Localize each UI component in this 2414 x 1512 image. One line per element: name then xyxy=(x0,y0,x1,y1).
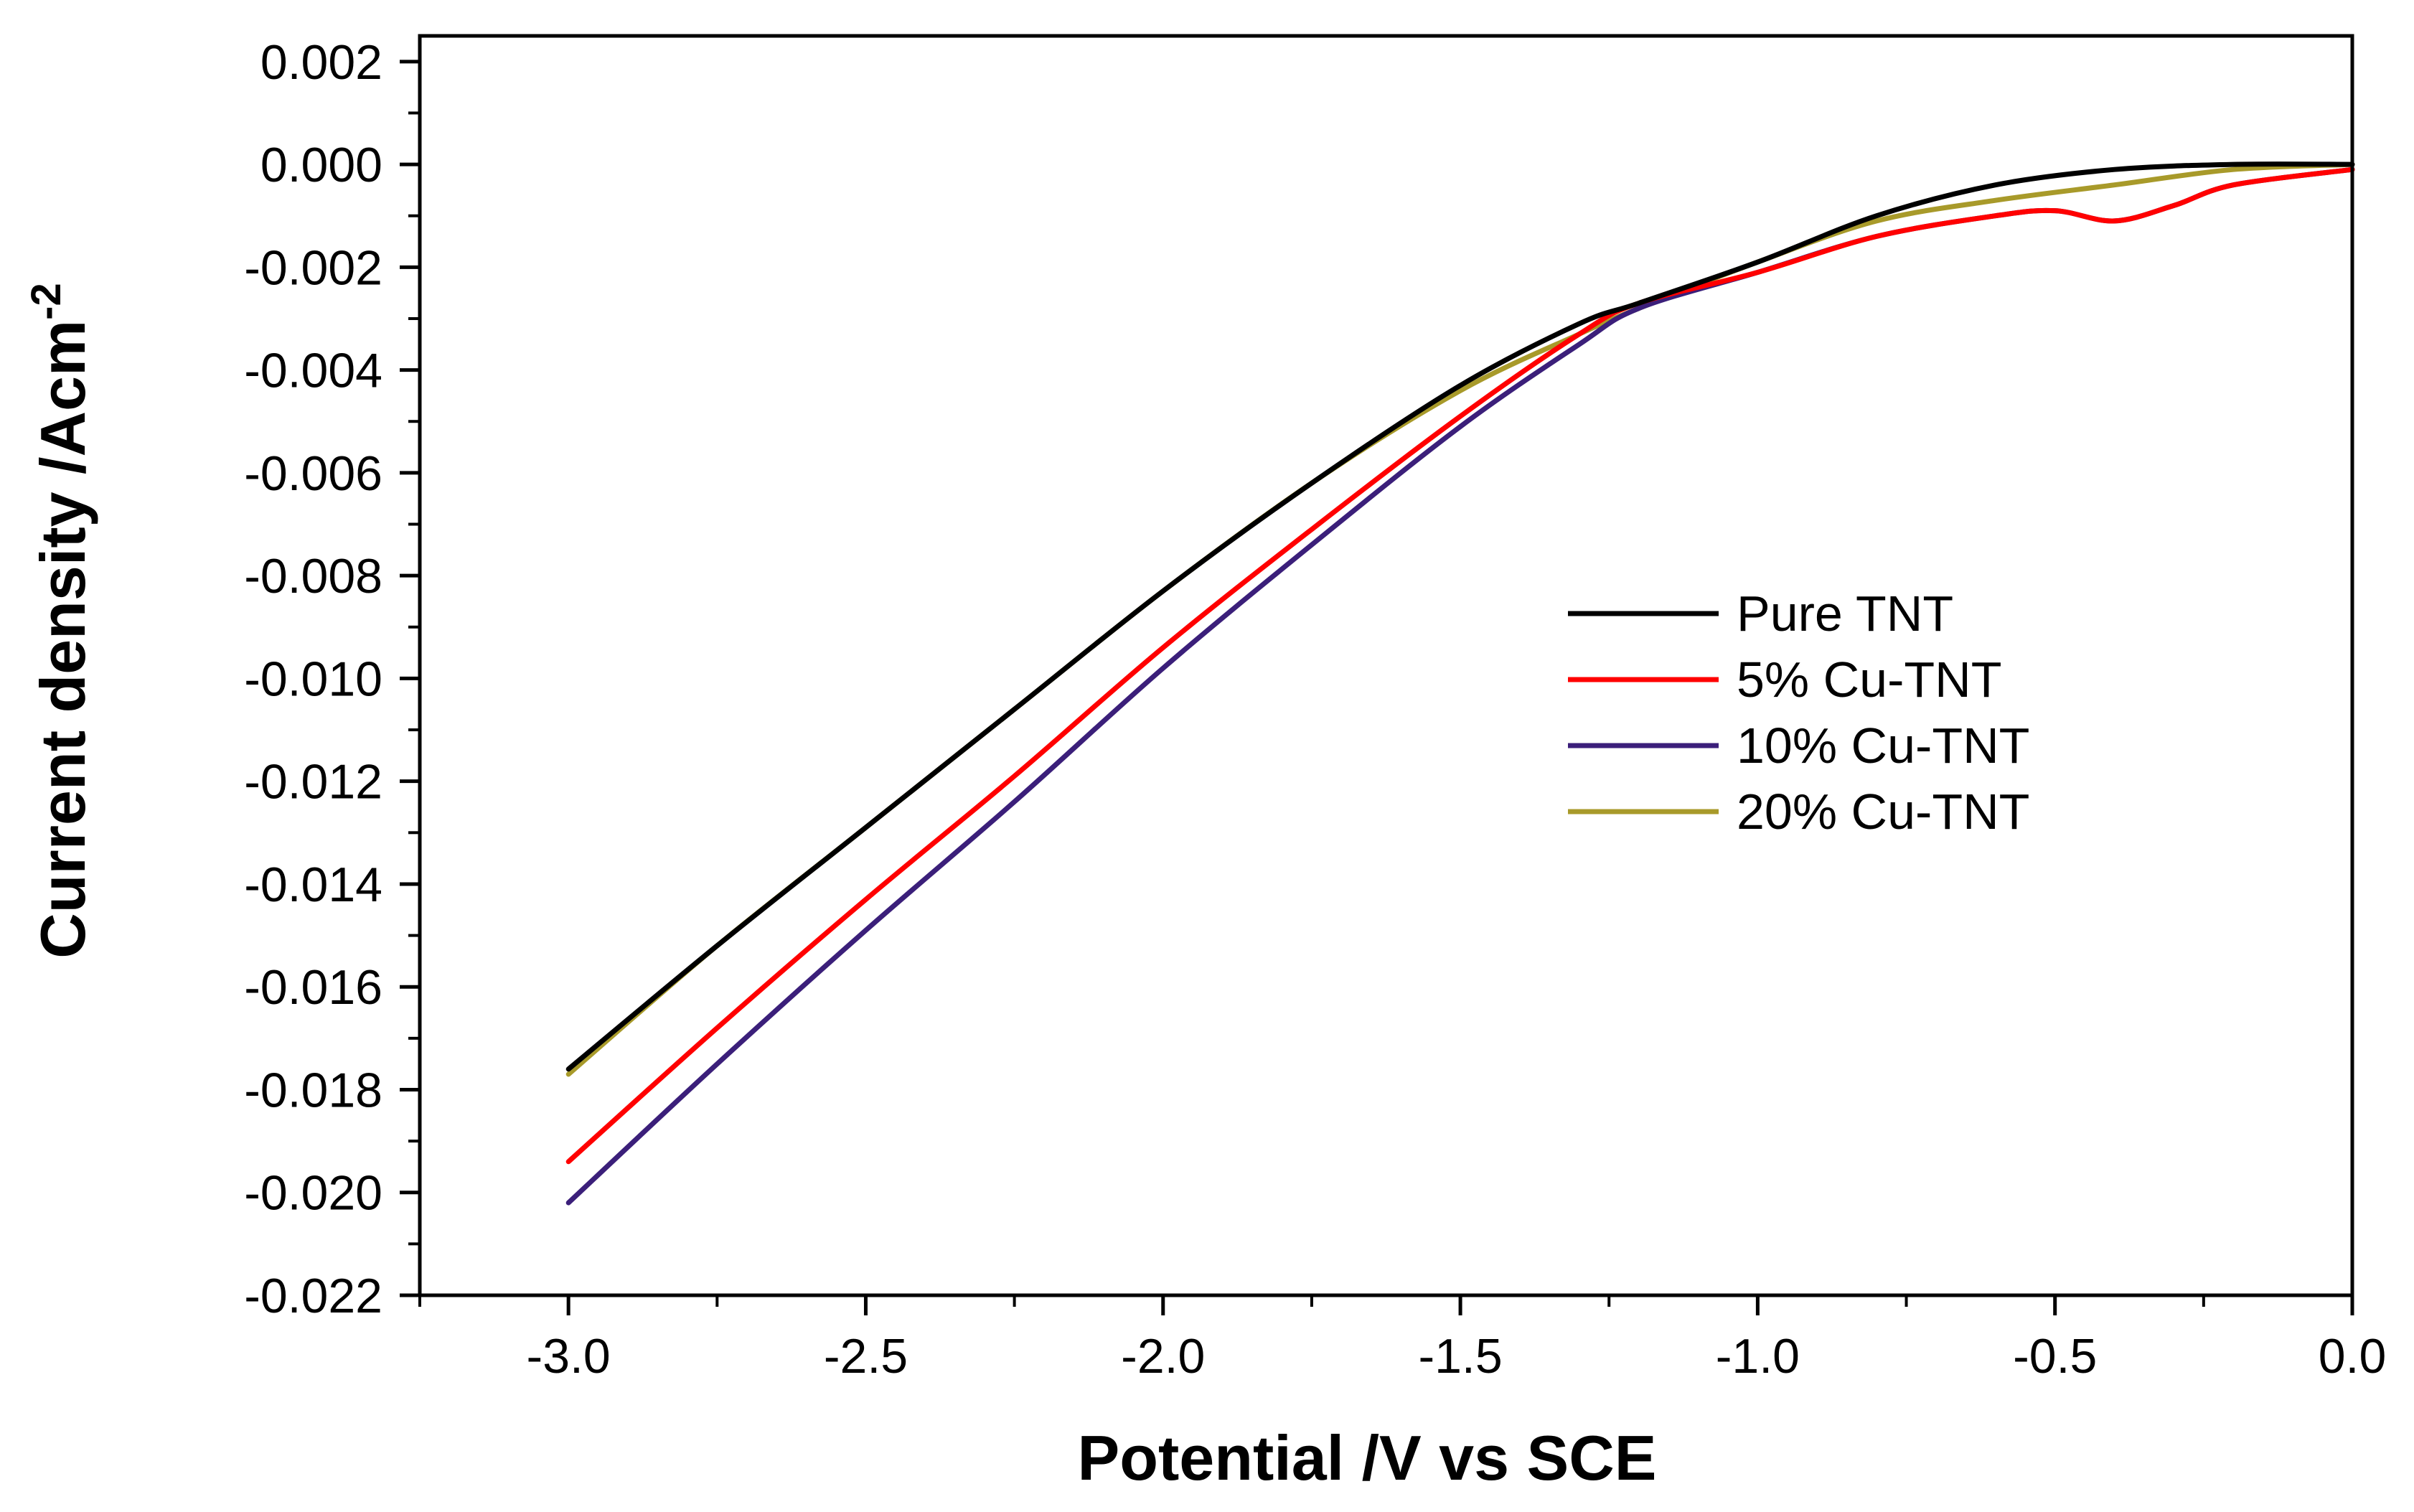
series-line-2 xyxy=(565,166,2355,1206)
y-tick-label: -0.016 xyxy=(244,960,382,1015)
axis-tick-labels: 0.002 0.000 -0.002 -0.004 -0.006 -0.008 -0.010… xyxy=(244,35,2386,1384)
y-axis-title-superscript: -2 xyxy=(23,283,70,320)
y-tick-label: -0.002 xyxy=(244,240,382,295)
series-line-0 xyxy=(565,161,2355,1072)
y-axis-title: Current density /Acm-2 xyxy=(23,283,98,959)
x-tick-label: -2.5 xyxy=(824,1329,908,1384)
y-tick-label: -0.008 xyxy=(244,549,382,604)
legend-label: 20% Cu-TNT xyxy=(1737,784,2029,840)
y-axis-title-main: Current density /Acm xyxy=(27,320,98,959)
y-tick-label: -0.010 xyxy=(244,652,382,706)
legend-label: 10% Cu-TNT xyxy=(1737,718,2029,774)
x-tick-label: -1.0 xyxy=(1716,1329,1800,1384)
y-tick-label: -0.012 xyxy=(244,755,382,809)
axis-ticks xyxy=(400,60,2354,1315)
legend-label: 5% Cu-TNT xyxy=(1737,652,2001,708)
y-tick-label: 0.000 xyxy=(260,138,382,192)
x-tick-label: -0.5 xyxy=(2013,1329,2097,1384)
y-tick-label: -0.018 xyxy=(244,1063,382,1117)
x-tick-label: 0.0 xyxy=(2319,1329,2387,1384)
legend: Pure TNT 5% Cu-TNT 10% Cu-TNT 20% Cu-TNT xyxy=(1568,586,2029,840)
y-tick-label: 0.002 xyxy=(260,35,382,90)
x-tick-label: -1.5 xyxy=(1418,1329,1502,1384)
y-tick-label: -0.004 xyxy=(244,344,382,398)
y-tick-label: -0.020 xyxy=(244,1166,382,1221)
y-tick-label: -0.014 xyxy=(244,858,382,912)
x-tick-label: -2.0 xyxy=(1121,1329,1205,1384)
x-axis-title: Potential /V vs SCE xyxy=(1078,1422,1657,1493)
x-tick-label: -3.0 xyxy=(527,1329,611,1384)
y-tick-label: -0.022 xyxy=(244,1269,382,1323)
plot-frame xyxy=(418,34,2354,1297)
series-lines xyxy=(565,161,2355,1206)
y-tick-label: -0.006 xyxy=(244,446,382,501)
legend-label: Pure TNT xyxy=(1737,586,1953,642)
series-line-1 xyxy=(565,166,2355,1165)
series-line-3 xyxy=(565,161,2355,1077)
